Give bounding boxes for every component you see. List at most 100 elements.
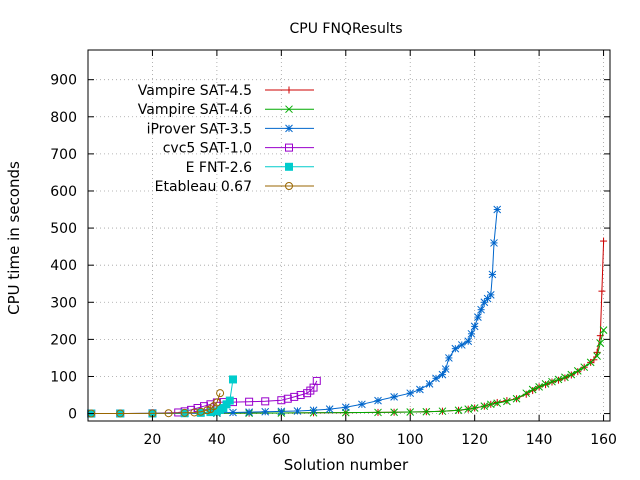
data-point (425, 380, 434, 388)
data-point (454, 406, 463, 415)
legend-label: iProver SAT-3.5 (147, 121, 252, 137)
data-point (596, 339, 605, 347)
legend-entry: iProver SAT-3.5 (147, 121, 314, 137)
y-tick-label: 400 (50, 258, 77, 274)
data-point (180, 408, 189, 417)
data-point (277, 407, 286, 416)
data-point (548, 377, 556, 386)
y-tick-label: 900 (50, 73, 77, 89)
x-tick-label: 100 (397, 432, 424, 448)
legend-marker (285, 86, 293, 94)
legend-marker (285, 124, 293, 133)
data-point (441, 365, 450, 373)
data-point (486, 400, 495, 409)
data-point (600, 237, 608, 245)
data-point (277, 396, 286, 405)
y-axis-label: CPU time in seconds (5, 161, 23, 315)
data-point (374, 408, 382, 417)
data-point (422, 407, 431, 416)
legend-entry: cvc5 SAT-1.0 (163, 141, 314, 157)
data-point (406, 408, 415, 416)
data-point (554, 375, 563, 384)
data-point (580, 363, 589, 372)
data-point (457, 341, 466, 349)
data-point (283, 394, 292, 403)
legend-label: Etableau 0.67 (155, 179, 252, 195)
data-point (164, 409, 173, 418)
data-point (432, 374, 440, 383)
data-point (216, 389, 225, 398)
data-point (522, 389, 531, 398)
series-5 (87, 389, 225, 418)
x-axis-label: Solution number (284, 456, 409, 474)
data-point (203, 406, 212, 415)
series-layer (87, 205, 608, 418)
data-point (390, 393, 398, 401)
y-tick-label: 100 (50, 369, 77, 385)
data-point (541, 380, 550, 388)
x-tick-label: 40 (208, 432, 226, 448)
data-point (290, 392, 299, 401)
data-point (374, 396, 382, 405)
data-point (486, 291, 495, 299)
legend-marker (285, 105, 293, 114)
data-point (493, 399, 502, 408)
data-point (503, 397, 511, 406)
data-point (341, 403, 350, 412)
data-point (245, 397, 254, 406)
data-point (586, 358, 595, 367)
y-tick-label: 700 (50, 147, 77, 163)
data-point (512, 394, 521, 403)
data-point (493, 205, 502, 214)
series-line (91, 329, 605, 414)
legend-label: cvc5 SAT-1.0 (163, 141, 252, 157)
data-point (573, 367, 582, 375)
plot-frame (87, 49, 611, 422)
data-point (190, 408, 199, 417)
data-point (293, 407, 302, 415)
series-line (91, 241, 605, 414)
data-point (445, 354, 453, 362)
x-tick-label: 60 (272, 432, 290, 448)
data-point (593, 352, 601, 360)
data-point (245, 408, 253, 416)
x-tick-label: 140 (526, 432, 553, 448)
data-point (474, 313, 482, 321)
data-point (598, 287, 606, 295)
data-point (561, 373, 569, 382)
x-tick-label: 80 (337, 432, 355, 448)
data-point (574, 368, 582, 376)
data-point (229, 408, 237, 417)
y-tick-label: 200 (50, 332, 77, 348)
data-point (438, 407, 447, 416)
data-point (229, 375, 237, 384)
data-point (490, 239, 498, 247)
x-tick-label: 160 (590, 432, 617, 448)
legend-entry: Vampire SAT-4.5 (138, 83, 314, 99)
legend-label: Vampire SAT-4.5 (138, 83, 252, 99)
y-tick-label: 500 (50, 221, 77, 237)
grid (88, 50, 610, 421)
data-point (116, 409, 125, 418)
data-point (567, 370, 576, 379)
data-point (358, 400, 366, 409)
legend-marker (285, 182, 293, 190)
ticks: 20 40 60 80 100 120 140 160 0 100 200 300 400 500 600 7… (50, 50, 617, 448)
data-point (212, 398, 221, 407)
data-point (416, 385, 424, 394)
data-point (470, 404, 479, 412)
data-point (309, 406, 318, 415)
data-point (325, 405, 334, 413)
data-point (261, 407, 270, 416)
data-point (464, 405, 473, 413)
legend-entry: E FNT-2.6 (186, 160, 314, 176)
y-tick-label: 300 (50, 295, 77, 311)
data-point (470, 322, 479, 331)
data-point (390, 408, 398, 417)
y-tick-label: 0 (68, 407, 77, 423)
data-point (464, 337, 473, 346)
data-point (477, 305, 485, 314)
data-point (261, 397, 270, 406)
legend-entry: Vampire SAT-4.6 (138, 102, 314, 118)
